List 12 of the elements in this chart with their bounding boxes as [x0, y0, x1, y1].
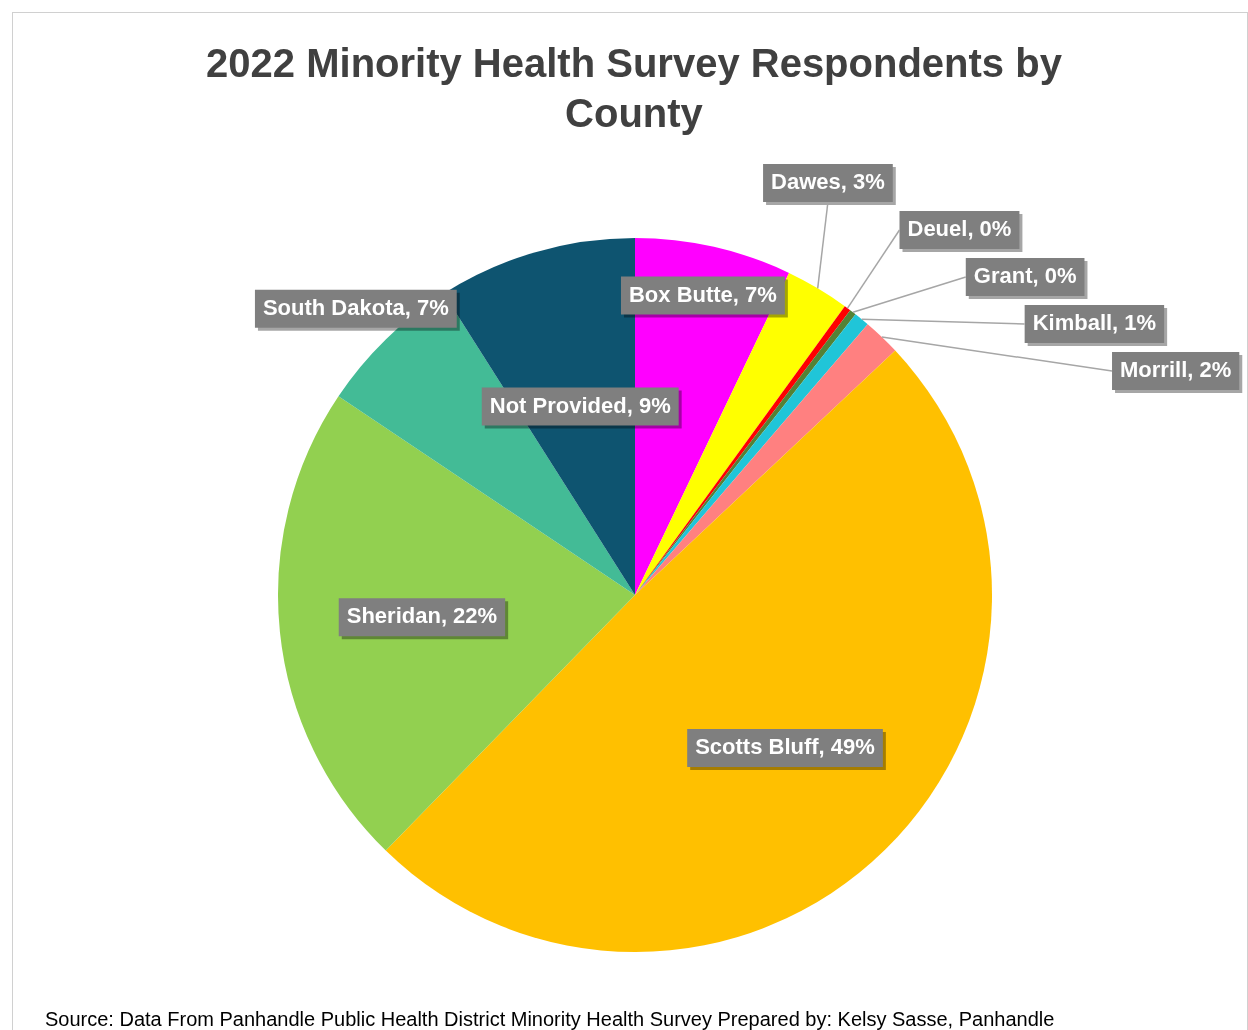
slice-label: South Dakota, 7% — [262, 294, 449, 320]
slice-label: Not Provided, 9% — [489, 392, 671, 418]
chart-title: 2022 Minority Health Survey Respondents by County — [205, 40, 1063, 137]
slice-label: Scotts Bluff, 49% — [695, 733, 875, 759]
slice-label: Grant, 0% — [973, 263, 1077, 289]
source-note: Source: Data From Panhandle Public Health District Minority Health Survey Prepared by: Kelsy Sasse, Panhandle — [45, 1008, 1055, 1030]
slice-label: Deuel, 0% — [907, 216, 1012, 242]
slice-label: Dawes, 3% — [771, 169, 885, 195]
slice-label: Box Butte, 7% — [628, 281, 777, 307]
slice-label: Morrill, 2% — [1120, 357, 1232, 383]
slice-label: Kimball, 1% — [1032, 310, 1157, 336]
slice-label: Sheridan, 22% — [346, 603, 498, 629]
